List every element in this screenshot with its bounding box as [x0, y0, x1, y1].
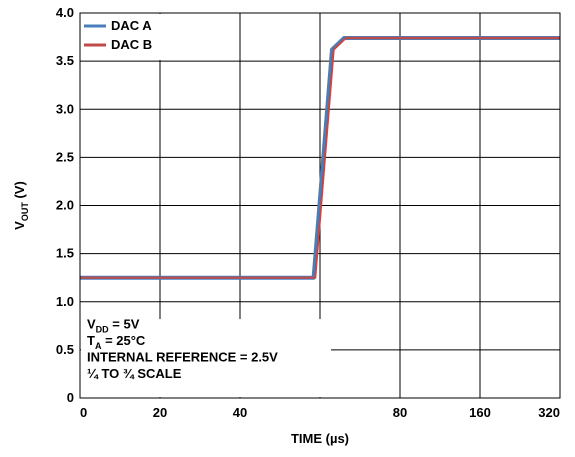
series-line-dac-b — [80, 36, 560, 279]
annotation-line: INTERNAL REFERENCE = 2.5V — [87, 350, 278, 365]
annotation-line: TA = 25°C — [87, 333, 146, 351]
y-tick-label: 3.0 — [56, 101, 74, 116]
x-tick-label: 40 — [233, 405, 247, 420]
legend: DAC A DAC B — [84, 18, 152, 52]
annotation-line: ¼ TO ¾ SCALE — [87, 366, 182, 381]
y-tick-labels: 0 0.5 1.0 1.5 2.0 2.5 3.0 3.5 4.0 — [56, 5, 74, 405]
x-tick-labels: 0 20 40 80 160 320 — [80, 405, 560, 420]
y-tick-label: 1.5 — [56, 246, 74, 261]
x-tick-label: 320 — [538, 405, 560, 420]
legend-label: DAC B — [111, 37, 152, 52]
x-tick-label: 80 — [393, 405, 407, 420]
y-axis-title: VOUT (V) — [12, 181, 30, 230]
y-axis-title-main: V — [12, 221, 27, 230]
annotation-line: VDD = 5V — [87, 317, 140, 335]
y-axis-title-unit: (V) — [12, 181, 27, 202]
x-tick-label: 0 — [80, 405, 87, 420]
x-tick-label: 20 — [153, 405, 167, 420]
y-tick-label: 0.5 — [56, 342, 74, 357]
y-axis-title-sub: OUT — [20, 202, 30, 222]
legend-box — [81, 14, 175, 60]
y-tick-label: 2.0 — [56, 198, 74, 213]
legend-label: DAC A — [111, 18, 152, 33]
series-group — [80, 36, 560, 280]
y-tick-label: 3.5 — [56, 53, 74, 68]
annotation-box — [81, 319, 331, 397]
y-tick-label: 4.0 — [56, 5, 74, 20]
y-tick-label: 1.0 — [56, 294, 74, 309]
y-tick-label: 0 — [67, 390, 74, 405]
plot-frame — [79, 12, 561, 399]
x-axis-title: TIME (µs) — [291, 431, 349, 446]
y-tick-label: 2.5 — [56, 149, 74, 164]
x-tick-label: 160 — [469, 405, 491, 420]
